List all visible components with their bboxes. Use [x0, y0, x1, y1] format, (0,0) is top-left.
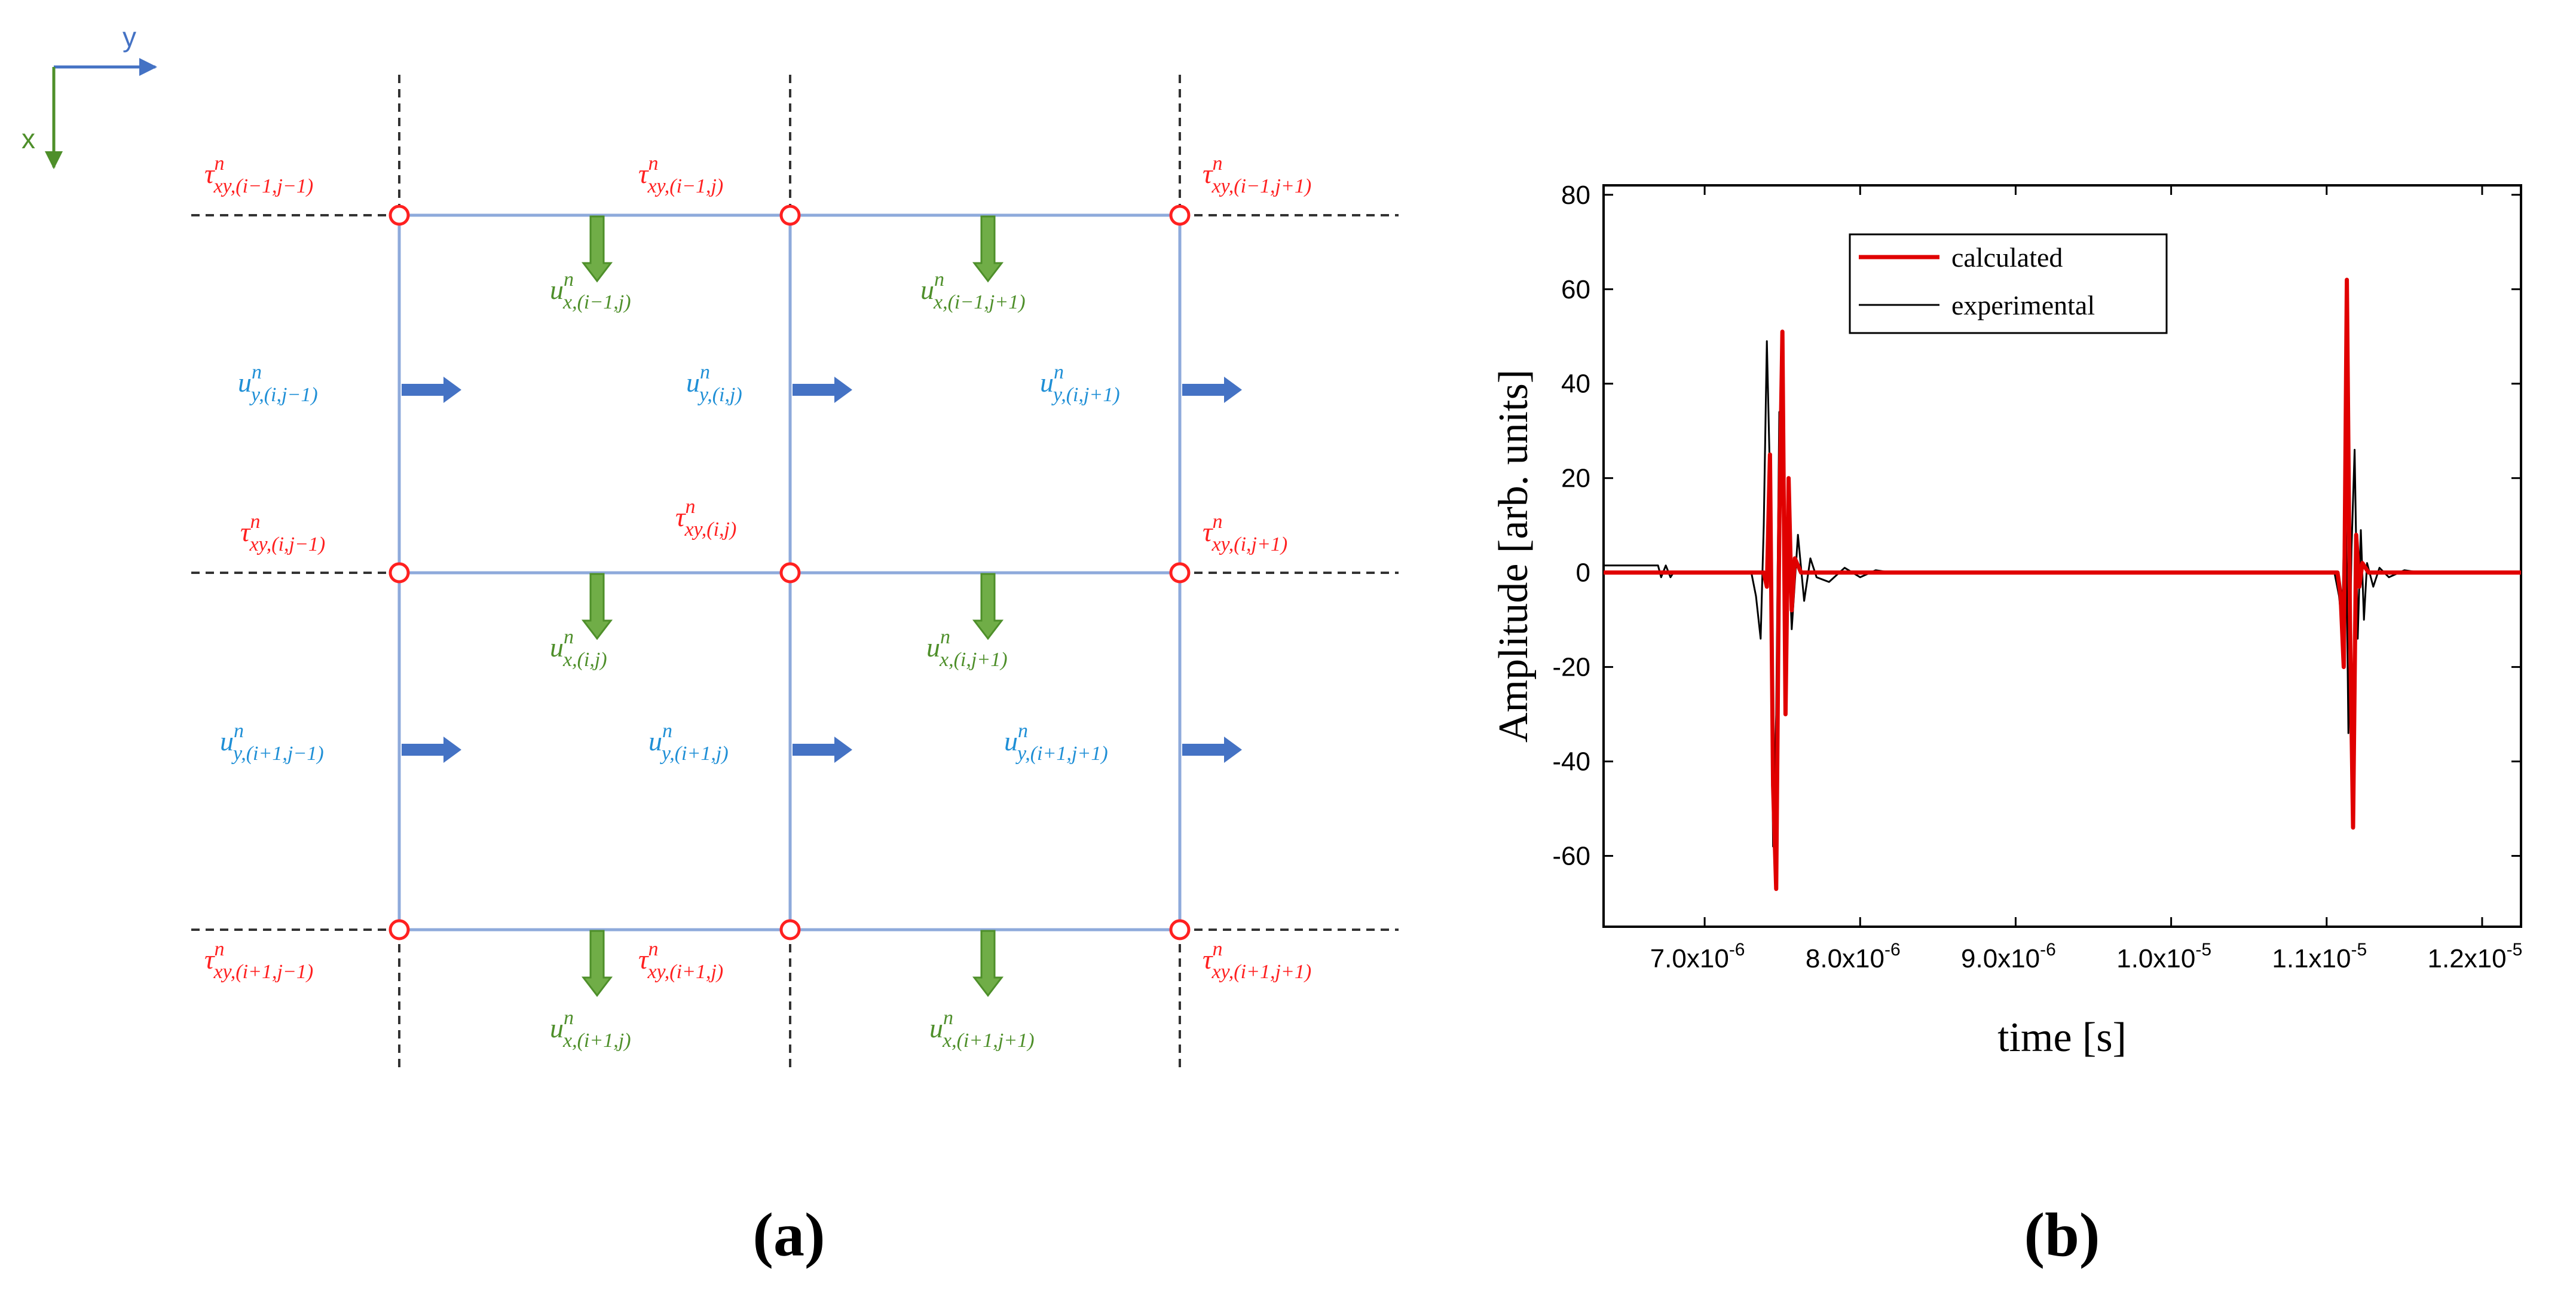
ux-label: un x,(i,j)	[550, 626, 607, 671]
ux-label: un x,(i+1,j+1)	[929, 1007, 1035, 1052]
plot-frame	[1602, 184, 2522, 928]
tau-label: τn xy,(i+1,j)	[638, 938, 723, 983]
y-tick-label: 80	[1561, 181, 1590, 210]
ux-label: un x,(i−1,j+1)	[920, 268, 1026, 313]
uy-arrow	[1182, 377, 1242, 403]
ux-label: un x,(i,j+1)	[926, 626, 1008, 671]
axis-ticks: 80 60 40 20 0 -20 -40 -60 7.0x10-6 8.0x10-6 9.0x10…	[1552, 181, 2522, 973]
tau-label: τn xy,(i−1,j)	[638, 152, 723, 197]
node-circle	[779, 204, 801, 226]
y-tick-label: -20	[1552, 653, 1590, 682]
uy-arrow	[402, 737, 461, 763]
uy-label: un y,(i+1,j)	[648, 720, 729, 765]
tau-label: τn xy,(i,j+1)	[1203, 511, 1287, 555]
stress-nodes	[388, 204, 1191, 940]
ux-arrows	[581, 215, 1004, 997]
y-tick-label: 0	[1576, 558, 1590, 588]
stress-labels: τn xy,(i−1,j−1) τn xy,(i−1,j) τn xy,(i−1,j+…	[204, 152, 1311, 983]
legend-label-experimental: experimental	[1951, 290, 2095, 320]
series-line-experimental	[1604, 340, 2521, 848]
y-tick-label: -60	[1552, 842, 1590, 871]
ux-arrow	[972, 215, 1004, 283]
ux-arrow	[972, 930, 1004, 997]
uy-labels: un y,(i,j−1) un y,(i,j) un y,(i,j+1) un y,(i…	[220, 361, 1120, 765]
x-tick-label: 1.0x10-5	[2116, 940, 2211, 973]
axes-indicator: y x	[22, 22, 157, 169]
tau-label: τn xy,(i,j)	[675, 496, 736, 540]
series-line-calculated	[1604, 277, 2521, 891]
uy-label: un y,(i,j+1)	[1040, 361, 1120, 406]
node-circle	[779, 562, 801, 584]
ux-arrow	[581, 215, 613, 283]
uy-label: un y,(i,j)	[686, 361, 742, 406]
chart-plot-area	[1602, 184, 2522, 928]
uy-arrow	[1182, 737, 1242, 763]
y-axis-title: Amplitude [arb. units]	[1491, 369, 1537, 743]
x-tick-label: 1.2x10-5	[2428, 940, 2523, 973]
tau-label: τn xy,(i+1,j−1)	[204, 938, 313, 983]
y-axis-label: y	[123, 22, 136, 53]
data-series	[1604, 277, 2521, 891]
y-tick-label: 20	[1561, 464, 1590, 493]
legend-box	[1849, 233, 2168, 334]
tau-label: τn xy,(i−1,j−1)	[204, 152, 313, 197]
panel-label-b: (b)	[2024, 1201, 2100, 1269]
node-circle	[1169, 562, 1191, 584]
ux-arrow	[581, 930, 613, 997]
tau-label: τn xy,(i−1,j+1)	[1203, 152, 1311, 197]
ux-arrow	[581, 573, 613, 640]
x-tick-label: 7.0x10-6	[1650, 940, 1745, 973]
node-circle	[388, 204, 410, 226]
x-axis-label: x	[22, 123, 35, 154]
tau-label: τn xy,(i+1,j+1)	[1203, 938, 1311, 983]
panel-label-a: (a)	[752, 1201, 825, 1269]
ux-label: un x,(i−1,j)	[550, 268, 631, 313]
staggered-grid-diagram: y x	[22, 22, 1399, 1269]
node-circle	[1169, 204, 1191, 226]
y-tick-label: 60	[1561, 275, 1590, 304]
y-tick-label: 40	[1561, 369, 1590, 399]
uy-arrow	[402, 377, 461, 403]
ux-labels: un x,(i−1,j) un x,(i−1,j+1) un x,(i,j) un x,…	[550, 268, 1035, 1052]
node-circle	[779, 919, 801, 940]
uy-label: un y,(i+1,j−1)	[220, 720, 324, 765]
x-axis-title: time [s]	[1997, 1015, 2127, 1061]
node-circle	[388, 919, 410, 940]
legend: calculated experimental	[1849, 233, 2168, 334]
node-circle	[1169, 919, 1191, 940]
legend-label-calculated: calculated	[1951, 242, 2063, 273]
y-tick-label: -40	[1552, 747, 1590, 777]
uy-label: un y,(i+1,j+1)	[1004, 720, 1108, 765]
uy-arrow	[793, 377, 852, 403]
x-tick-label: 8.0x10-6	[1806, 940, 1901, 973]
x-tick-label: 1.1x10-5	[2272, 940, 2367, 973]
x-tick-label: 9.0x10-6	[1961, 940, 2056, 973]
amplitude-chart: 80 60 40 20 0 -20 -40 -60 7.0x10-6 8.0x10-6 9.0x10…	[1491, 181, 2522, 1269]
node-circle	[388, 562, 410, 584]
uy-label: un y,(i,j−1)	[238, 361, 318, 406]
tau-label: τn xy,(i,j−1)	[240, 511, 325, 555]
uy-arrow	[793, 737, 852, 763]
uy-arrows	[402, 377, 1242, 763]
ux-label: un x,(i+1,j)	[550, 1007, 631, 1052]
grid-extension-lines	[191, 75, 1399, 1070]
ux-arrow	[972, 573, 1004, 640]
